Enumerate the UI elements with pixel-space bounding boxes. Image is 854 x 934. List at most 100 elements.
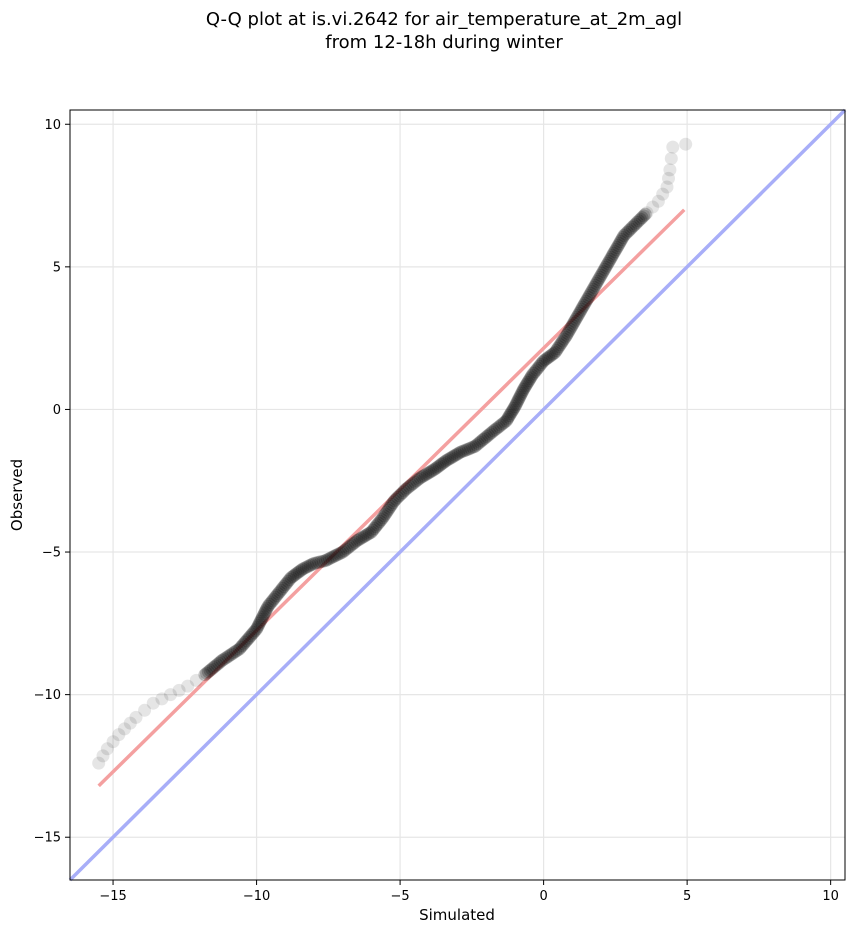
scatter-point-59 bbox=[263, 597, 276, 611]
scatter-point-91 bbox=[316, 554, 330, 568]
scatter-point-239 bbox=[551, 342, 565, 356]
scatter-point-207 bbox=[510, 396, 524, 410]
scatter-point-318 bbox=[666, 140, 680, 154]
scatter-point-123 bbox=[373, 514, 387, 528]
scatter-point-242 bbox=[555, 336, 568, 350]
scatter-point-40 bbox=[241, 632, 255, 646]
scatter-point-267 bbox=[584, 286, 598, 300]
x-tick-label-2: −5 bbox=[391, 889, 410, 904]
scatter-point-132 bbox=[385, 498, 399, 511]
scatter-point-119 bbox=[367, 522, 381, 535]
scatter-point-78 bbox=[291, 566, 305, 580]
scatter-point-44 bbox=[247, 625, 261, 639]
scatter-point-296 bbox=[617, 229, 631, 242]
scatter-point-131 bbox=[384, 499, 397, 513]
scatter-point-141 bbox=[399, 482, 413, 496]
scatter-point-283 bbox=[602, 254, 616, 268]
scatter-point-122 bbox=[372, 516, 386, 530]
scatter-point-210 bbox=[513, 390, 527, 404]
scatter-point-128 bbox=[380, 505, 394, 519]
scatter-point-209 bbox=[512, 392, 526, 406]
scatter-point-294 bbox=[615, 233, 629, 246]
scatter-point-147 bbox=[410, 474, 424, 488]
scatter-point-304 bbox=[630, 215, 644, 229]
scatter-point-316 bbox=[663, 163, 677, 177]
scatter-point-117 bbox=[364, 525, 378, 539]
scatter-point-45 bbox=[248, 624, 262, 638]
scatter-point-46 bbox=[250, 622, 264, 636]
scatter-point-216 bbox=[519, 379, 533, 393]
x-axis-ticks: −15 −10 −5 0 5 10 bbox=[99, 880, 839, 904]
scatter-point-271 bbox=[588, 278, 602, 292]
scatter-point-308 bbox=[637, 209, 651, 223]
scatter-point-298 bbox=[620, 225, 634, 239]
scatter-point-118 bbox=[366, 523, 380, 537]
scatter-point-121 bbox=[370, 518, 384, 532]
scatter-point-146 bbox=[408, 475, 422, 489]
scatter-point-98 bbox=[330, 548, 344, 562]
scatter-point-152 bbox=[419, 468, 433, 482]
scatter-point-260 bbox=[576, 300, 590, 314]
scatter-point-255 bbox=[570, 310, 584, 324]
scatter-point-219 bbox=[522, 374, 536, 388]
scatter-point-176 bbox=[462, 442, 476, 456]
scatter-point-251 bbox=[565, 318, 579, 332]
scatter-point-56 bbox=[259, 603, 273, 617]
scatter-point-179 bbox=[468, 440, 482, 453]
scatter-point-129 bbox=[381, 503, 395, 517]
y-tick-label-4: 5 bbox=[53, 260, 61, 275]
scatter-point-136 bbox=[391, 490, 405, 504]
scatter-point-170 bbox=[450, 447, 464, 461]
scatter-point-279 bbox=[598, 262, 611, 276]
scatter-point-302 bbox=[627, 219, 641, 233]
scatter-point-307 bbox=[635, 211, 649, 225]
scatter-point-292 bbox=[612, 237, 626, 250]
scatter-point-196 bbox=[498, 415, 511, 429]
scatter-point-72 bbox=[281, 574, 295, 588]
scatter-point-300 bbox=[624, 222, 637, 236]
scatter-point-107 bbox=[346, 537, 360, 550]
scatter-point-220 bbox=[523, 372, 537, 386]
scatter-point-15 bbox=[198, 668, 212, 682]
scatter-point-290 bbox=[610, 241, 624, 254]
scatter-point-172 bbox=[453, 445, 467, 459]
scatter-point-109 bbox=[350, 534, 364, 548]
scatter-point-249 bbox=[563, 322, 577, 336]
scatter-point-26 bbox=[217, 652, 231, 666]
scatter-point-204 bbox=[507, 401, 521, 415]
scatter-point-169 bbox=[448, 448, 462, 462]
y-axis-ticks: −15 −10 −5 0 5 10 bbox=[34, 118, 70, 846]
scatter-point-142 bbox=[401, 481, 415, 495]
scatter-point-262 bbox=[578, 296, 592, 310]
scatter-point-259 bbox=[575, 302, 588, 316]
scatter-point-194 bbox=[494, 418, 508, 432]
scatter-point-277 bbox=[595, 266, 609, 280]
scatter-point-58 bbox=[261, 599, 275, 613]
scatter-point-198 bbox=[500, 412, 514, 426]
scatter-point-65 bbox=[271, 587, 285, 601]
scatter-point-180 bbox=[469, 438, 483, 452]
scatter-point-88 bbox=[309, 556, 323, 570]
scatter-point-28 bbox=[221, 650, 235, 664]
scatter-point-206 bbox=[509, 398, 523, 412]
scatter-point-149 bbox=[413, 471, 427, 485]
scatter-point-311 bbox=[646, 200, 660, 214]
scatter-point-278 bbox=[596, 264, 610, 278]
scatter-point-145 bbox=[406, 477, 420, 491]
scatter-point-110 bbox=[352, 533, 366, 547]
scatter-point-150 bbox=[415, 470, 429, 484]
scatter-point-18 bbox=[203, 663, 217, 677]
plot-area-frame bbox=[69, 109, 846, 881]
scatter-point-291 bbox=[611, 239, 625, 252]
scatter-point-114 bbox=[359, 528, 373, 542]
scatter-point-228 bbox=[534, 358, 548, 371]
x-tick-label-1: −10 bbox=[243, 889, 270, 904]
scatter-point-139 bbox=[396, 486, 410, 500]
scatter-point-11 bbox=[164, 688, 177, 702]
scatter-point-74 bbox=[284, 571, 298, 585]
scatter-point-103 bbox=[339, 542, 353, 556]
scatter-point-133 bbox=[386, 496, 400, 510]
x-tick-label-0: −15 bbox=[99, 889, 126, 904]
scatter-point-168 bbox=[446, 450, 460, 463]
scatter-point-240 bbox=[552, 340, 566, 354]
